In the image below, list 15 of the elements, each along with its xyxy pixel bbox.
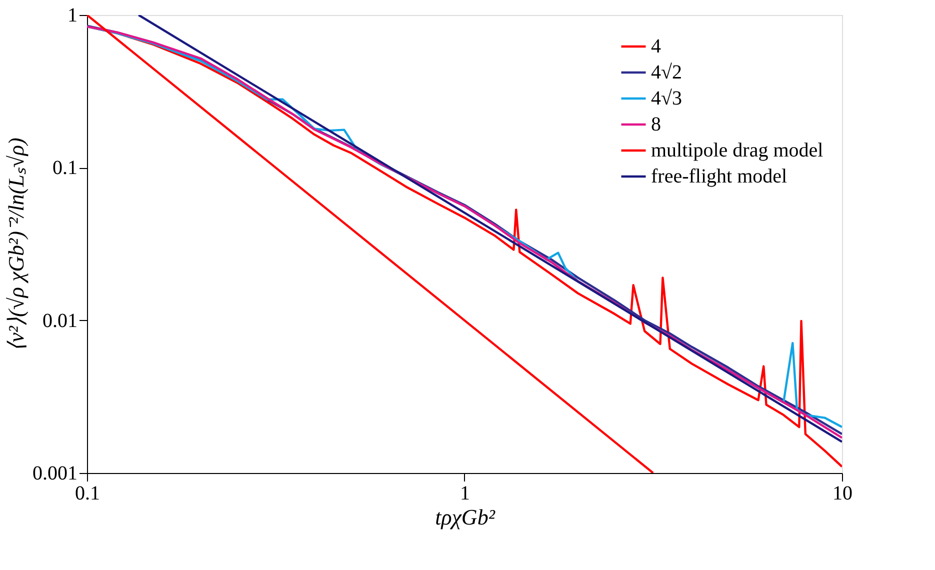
x-axis-title: tρχGb²	[435, 504, 496, 530]
y-tick-label: 0.1	[52, 157, 78, 180]
y-tick-label: 0.001	[32, 462, 78, 484]
x-tick-label: 10	[832, 482, 852, 504]
y-tick-label: 1	[68, 4, 78, 26]
legend-label: 4	[651, 36, 661, 58]
legend-label: 8	[651, 114, 661, 136]
legend-label: 4√3	[651, 88, 682, 110]
x-tick-label: 0.1	[75, 482, 100, 504]
legend-label: multipole drag model	[651, 140, 824, 162]
y-axis-title: ⟨v²⟩(√ρ χGb²)⁻²/ln(Lₛ√ρ)	[4, 138, 28, 352]
x-tick-label: 1	[460, 482, 470, 504]
y-tick-label: 0.01	[42, 310, 78, 332]
legend-label: 4√2	[651, 62, 682, 84]
legend-label: free-flight model	[651, 166, 788, 188]
